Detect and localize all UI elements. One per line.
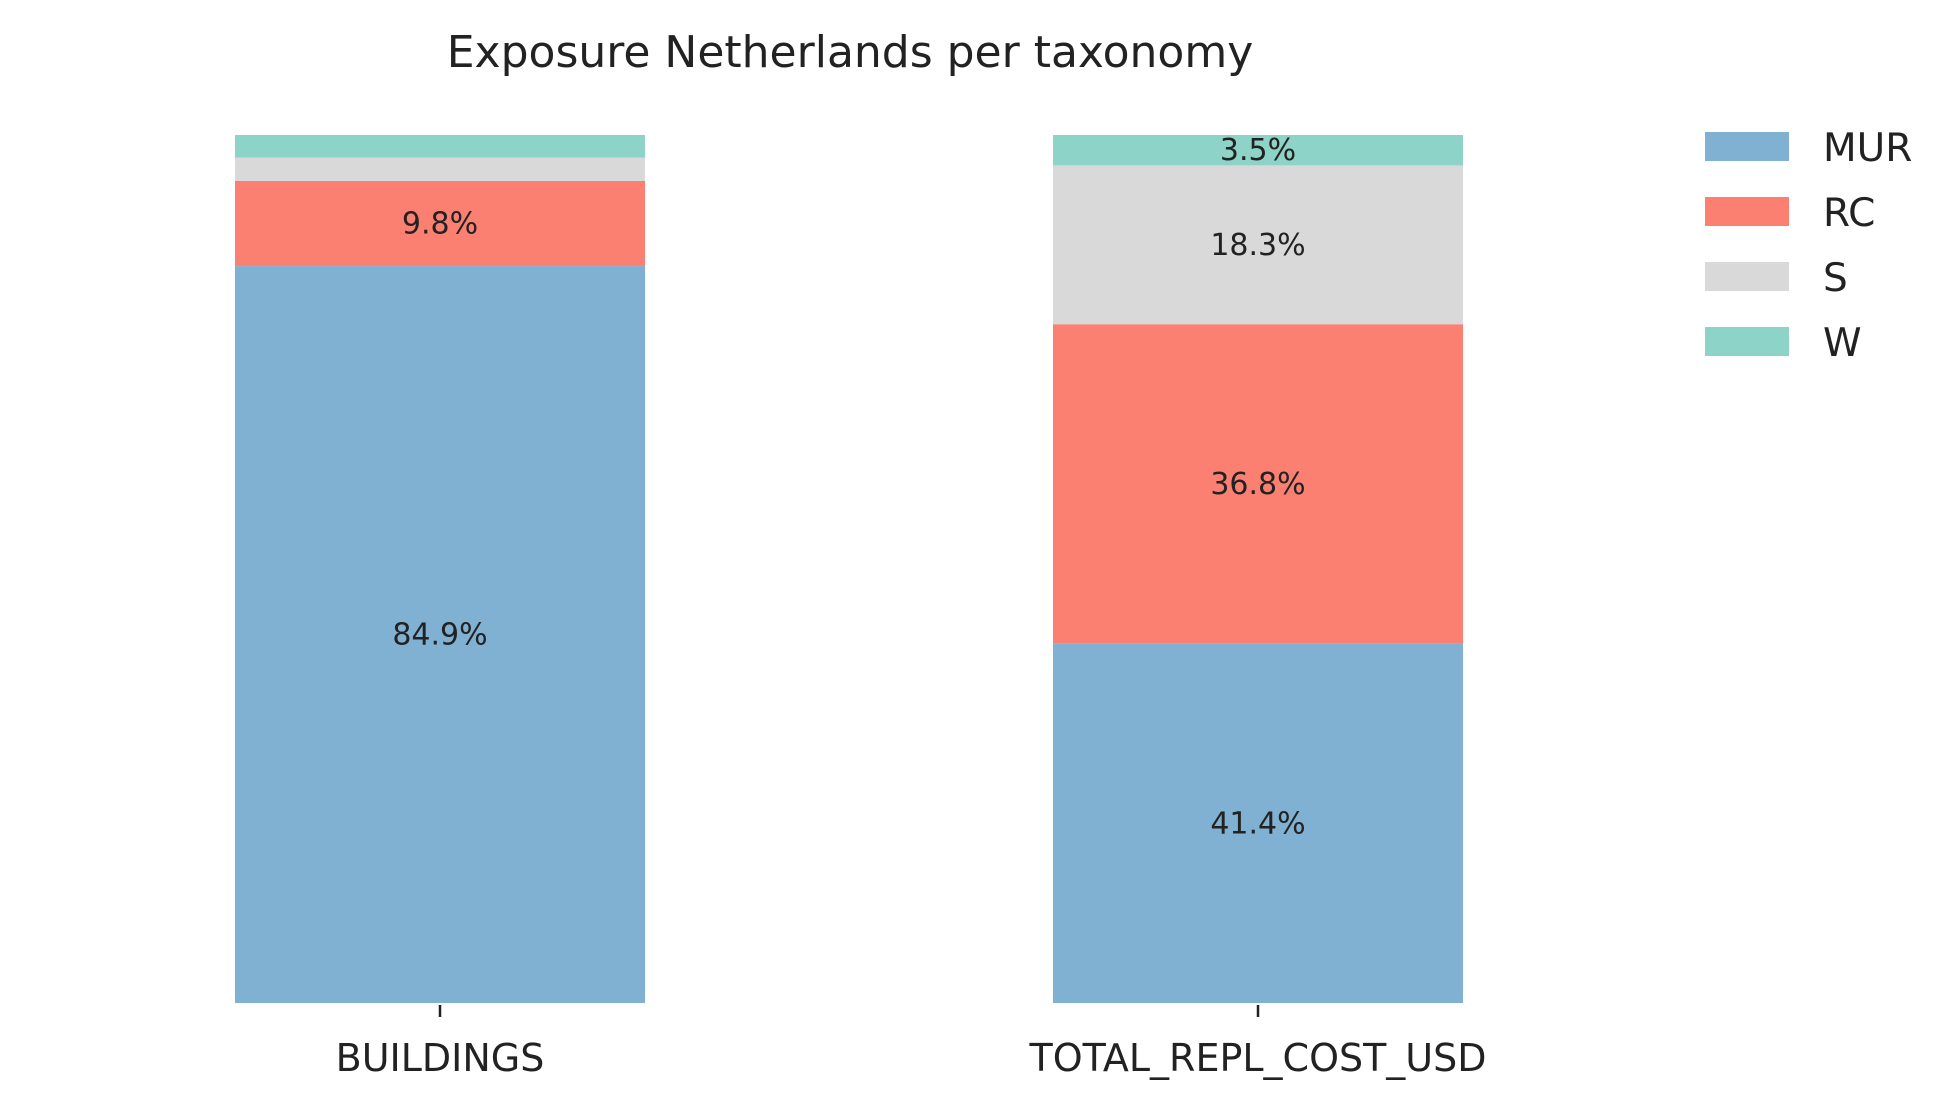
bar-segment-s-buildings (235, 157, 645, 182)
x-tick-label-total_repl_cost_usd: TOTAL_REPL_COST_USD (1028, 1036, 1486, 1080)
bar-segment-mur-total_repl_cost_usd (1053, 643, 1463, 1003)
legend-swatch-rc (1705, 197, 1789, 226)
bar-segment-w-buildings (235, 135, 645, 158)
data-label-mur-total_repl_cost_usd: 41.4% (1210, 806, 1305, 841)
bar-segment-mur-buildings (235, 266, 645, 1003)
data-label-rc-total_repl_cost_usd: 36.8% (1210, 467, 1305, 502)
legend-label-rc: RC (1823, 191, 1875, 236)
bar-segment-rc-total_repl_cost_usd (1053, 324, 1463, 644)
x-axis: BUILDINGS TOTAL_REPL_COST_USD (336, 1005, 1487, 1080)
bar-segment-rc-buildings (235, 181, 645, 267)
legend-label-w: W (1823, 321, 1862, 366)
data-label-w-total_repl_cost_usd: 3.5% (1220, 133, 1296, 168)
bars-layer (235, 135, 1463, 1003)
data-label-mur-buildings: 84.9% (392, 618, 487, 653)
segment-labels-layer: 84.9% 9.8% 41.4% 36.8% 18.3% 3.5% (392, 133, 1305, 841)
legend-label-mur: MUR (1823, 126, 1912, 171)
legend-swatch-mur (1705, 132, 1789, 161)
bar-segment-w-total_repl_cost_usd (1053, 135, 1463, 166)
x-tick-label-buildings: BUILDINGS (336, 1036, 545, 1080)
data-label-rc-buildings: 9.8% (402, 207, 478, 242)
legend-swatch-w (1705, 327, 1789, 356)
chart-title: Exposure Netherlands per taxonomy (447, 27, 1253, 78)
legend-swatch-s (1705, 262, 1789, 291)
data-label-s-total_repl_cost_usd: 18.3% (1210, 228, 1305, 263)
bar-segment-s-total_repl_cost_usd (1053, 165, 1463, 325)
legend-label-s: S (1823, 256, 1848, 301)
legend: MUR RC SW (1705, 126, 1912, 366)
